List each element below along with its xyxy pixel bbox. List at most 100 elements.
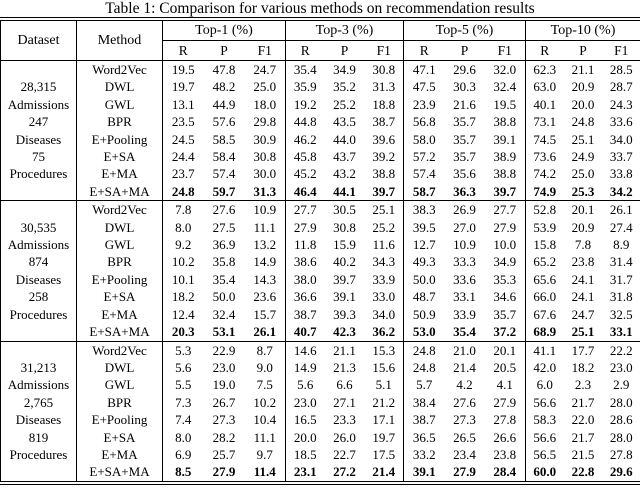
value-cell: 20.1	[484, 340, 526, 359]
value-cell: 21.7	[571, 429, 595, 445]
header-top5: Top-5 (%)	[403, 19, 526, 41]
table-row: BPR 10.2 35.8 14.9 38.6 40.2 34.3 49.3 33.3 34.9 6…	[1, 253, 640, 271]
value-cell: 33.6	[602, 113, 640, 131]
value-cell: 27.7	[285, 200, 325, 219]
header-top1-f1: F1	[244, 40, 286, 61]
method-cell: GWL	[76, 95, 163, 114]
value-cell: 29.8	[244, 113, 286, 131]
value-cell: 39.1	[412, 464, 436, 480]
value-cell: 18.2	[171, 289, 195, 305]
header-top5-f1: F1	[484, 40, 526, 61]
value-cell: 26.0	[333, 429, 356, 445]
value-cell: 43.5	[333, 114, 356, 130]
value-cell: 27.7	[484, 200, 526, 219]
value-cell: 33.9	[453, 306, 476, 322]
dataset-line: 2,765	[23, 394, 54, 410]
method-cell: E+Pooling	[76, 411, 163, 429]
value-cell: 27.8	[484, 411, 526, 429]
value-cell: 19.7	[364, 428, 404, 446]
value-cell: 39.7	[484, 182, 526, 201]
value-cell: 56.5	[533, 446, 557, 462]
value-cell: 10.4	[244, 411, 286, 429]
dataset-cell: 28,315 Admissions 247 Diseases 75 Procedures	[0, 59, 77, 201]
dataset-line: 819	[28, 429, 49, 445]
value-cell: 59.7	[212, 183, 236, 199]
header-top1-p: P	[220, 43, 228, 58]
value-cell: 2.9	[602, 376, 640, 394]
value-cell: 23.0	[602, 358, 640, 377]
table-row: 30,535 Admissions 874 Diseases 258 Procedures…	[0, 200, 640, 341]
value-cell: 7.8	[162, 200, 204, 219]
value-cell: 21.5	[571, 446, 595, 462]
value-cell: 58.7	[412, 183, 436, 199]
value-cell: 34.2	[602, 182, 640, 201]
value-cell: 27.1	[333, 394, 356, 410]
value-cell: 25.1	[364, 200, 404, 219]
value-cell: 25.2	[333, 96, 356, 112]
value-cell: 24.8	[412, 359, 436, 375]
value-cell: 24.8	[571, 114, 595, 130]
value-cell: 23.1	[293, 464, 317, 480]
table-row: E+MA 6.9 25.7 9.7 18.5 22.7 17.5 33.2 23.4 23.8 56…	[1, 445, 640, 464]
value-cell: 11.8	[294, 237, 317, 253]
header-top1-r: R	[178, 43, 188, 58]
value-cell: 49.3	[412, 254, 436, 270]
value-cell: 2.3	[574, 377, 592, 393]
dataset-line: Admissions	[7, 96, 70, 112]
value-cell: 32.5	[602, 305, 640, 324]
value-cell: 30.0	[244, 165, 286, 183]
table-row: E+MA 23.7 57.4 30.0 45.2 43.2 38.8 57.4 35.6 38.8…	[1, 165, 640, 183]
dataset-line: Procedures	[9, 166, 68, 182]
value-cell: 24.8	[171, 183, 195, 199]
value-cell: 27.9	[484, 218, 526, 237]
value-cell: 20.0	[293, 429, 317, 445]
value-cell: 73.6	[533, 149, 557, 165]
value-cell: 40.2	[333, 254, 356, 270]
value-cell: 48.2	[212, 79, 236, 95]
table-row: 31,213 Admissions 2,765 Diseases 819 Procedur…	[0, 340, 640, 483]
value-cell: 27.6	[453, 394, 476, 410]
value-cell: 34.9	[324, 60, 365, 79]
value-cell: 23.3	[333, 412, 356, 428]
value-cell: 21.7	[571, 394, 595, 410]
value-cell: 21.4	[364, 463, 404, 483]
value-cell: 58.5	[212, 131, 236, 147]
value-cell: 24.5	[171, 131, 195, 147]
value-cell: 47.8	[203, 60, 245, 79]
value-cell: 45.8	[293, 149, 317, 165]
value-cell: 10.9	[244, 200, 286, 219]
value-cell: 4.2	[456, 377, 473, 393]
value-cell: 20.5	[484, 358, 526, 377]
value-cell: 4.1	[484, 376, 526, 394]
value-cell: 21.2	[364, 393, 404, 412]
dataset-line: Procedures	[9, 306, 68, 322]
method-cell: DWL	[76, 218, 163, 237]
value-cell: 13.2	[244, 236, 286, 254]
method-cell: DWL	[76, 358, 163, 377]
value-cell: 38.9	[484, 148, 526, 166]
dataset-line: Admissions	[7, 377, 70, 393]
value-cell: 28.6	[602, 411, 640, 429]
value-cell: 35.8	[212, 254, 236, 270]
header-top10-r: R	[540, 43, 550, 58]
value-cell: 6.0	[536, 377, 553, 393]
value-cell: 34.3	[364, 253, 404, 271]
value-cell: 5.6	[175, 359, 192, 375]
method-cell: E+SA+MA	[76, 463, 163, 483]
dataset-line: Procedures	[9, 446, 68, 462]
value-cell: 27.9	[212, 464, 236, 480]
value-cell: 47.5	[412, 79, 436, 95]
value-cell: 28.2	[212, 429, 236, 445]
value-cell: 9.0	[244, 358, 286, 377]
value-cell: 7.4	[175, 412, 192, 428]
value-cell: 23.7	[171, 166, 195, 182]
table-row: DWL 8.0 27.5 11.1 27.9 30.8 25.2 39.5 27.0 27.9 53…	[1, 218, 640, 237]
value-cell: 28.7	[602, 78, 640, 96]
table-row: DWL 5.6 23.0 9.0 14.9 21.3 15.6 24.8 21.4 20.5 42.…	[1, 358, 640, 377]
dataset-line: 75	[32, 149, 45, 165]
value-cell: 25.0	[571, 166, 595, 182]
value-cell: 38.4	[412, 394, 436, 410]
value-cell: 50.9	[412, 306, 436, 322]
value-cell: 23.0	[212, 359, 236, 375]
